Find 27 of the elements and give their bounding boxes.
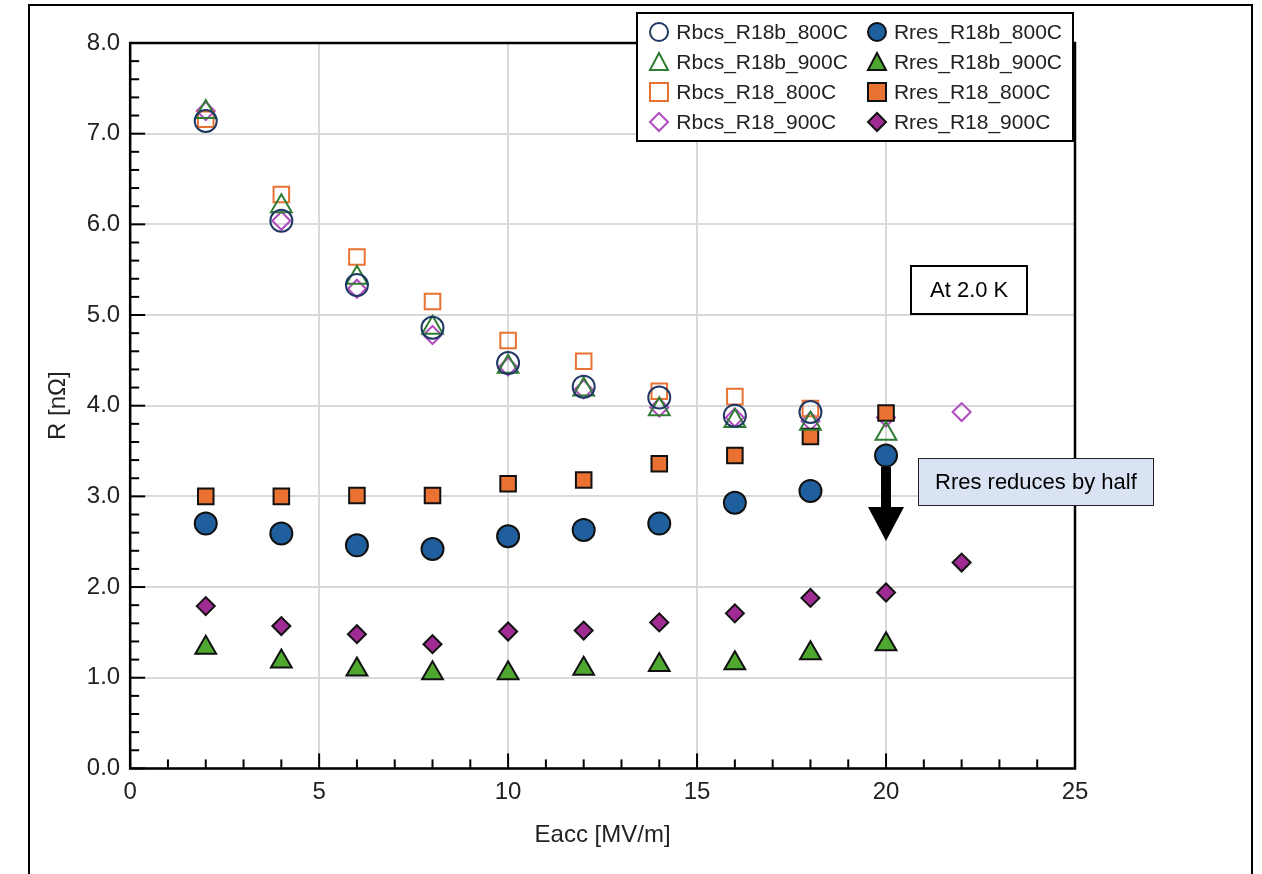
y-tick-label: 5.0 xyxy=(86,299,121,327)
x-tick-label: 5 xyxy=(312,777,326,805)
legend-label: Rbcs_R18_800C xyxy=(676,80,837,104)
y-axis-title: R [nΩ] xyxy=(43,371,71,441)
y-tick-label: 2.0 xyxy=(86,571,121,599)
x-tick-label: 15 xyxy=(683,777,711,805)
annotation: At 2.0 K xyxy=(910,265,1029,315)
legend-label: Rbcs_R18b_900C xyxy=(676,50,848,74)
legend-label: Rres_R18b_800C xyxy=(893,20,1062,44)
x-tick-label: 25 xyxy=(1061,777,1089,805)
annotation: Rres reduces by half xyxy=(918,458,1154,506)
y-tick-label: 1.0 xyxy=(86,662,121,690)
legend-label: Rres_R18_900C xyxy=(893,110,1051,134)
y-tick-label: 3.0 xyxy=(86,481,121,508)
x-tick-label: 20 xyxy=(872,777,900,805)
legend-label: Rbcs_R18b_800C xyxy=(676,20,848,44)
x-tick-label: 10 xyxy=(494,777,522,805)
x-axis-title: Eacc [MV/m] xyxy=(534,820,671,848)
y-tick-label: 4.0 xyxy=(86,390,121,418)
legend-label: Rres_R18b_900C xyxy=(893,50,1062,74)
legend-label: Rbcs_R18_900C xyxy=(676,110,837,134)
y-tick-label: 7.0 xyxy=(86,118,121,146)
y-tick-label: 0.0 xyxy=(86,753,121,781)
legend-label: Rres_R18_800C xyxy=(893,80,1051,104)
y-tick-label: 8.0 xyxy=(86,27,121,55)
y-tick-label: 6.0 xyxy=(86,208,121,236)
x-tick-label: 0 xyxy=(123,777,137,805)
